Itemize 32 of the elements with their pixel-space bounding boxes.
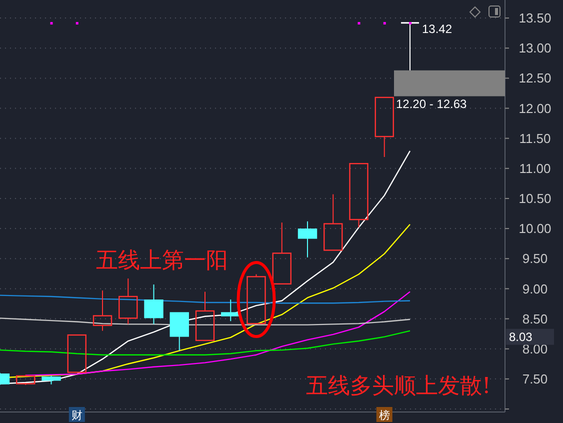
candlestick [374, 96, 394, 158]
annotation: 五线上第一阳 [96, 248, 228, 274]
y-tick-label: 10.50 [518, 191, 552, 206]
y-tick-label: 7.50 [522, 371, 548, 386]
y-tick-label: 8.50 [522, 311, 548, 326]
annotation: 榜 [378, 409, 390, 422]
annotation: 五线多头顺上发散! [306, 374, 491, 399]
y-tick-label: 9.00 [522, 281, 548, 296]
candlestick [298, 220, 318, 258]
annotation: 财 [71, 409, 82, 422]
y-tick-label: 13.50 [518, 10, 552, 26]
annotation: 13.42 [422, 22, 452, 36]
candlestick [221, 299, 240, 322]
line-series [0, 330, 411, 356]
candlestick [144, 284, 164, 325]
line-series [25, 291, 411, 376]
band-label: 12.20 - 12.63 [396, 97, 468, 112]
y-tick-label: 11.00 [519, 160, 551, 176]
candlestick [170, 312, 189, 352]
candlestick [92, 290, 112, 332]
y-tick-label: 9.50 [522, 251, 548, 266]
y-tick-label: 11.50 [519, 130, 551, 146]
y-tick-label: 12.00 [518, 100, 552, 116]
y-tick-label: 12.50 [518, 70, 552, 86]
candlestick [400, 22, 420, 71]
candlestick [195, 291, 215, 342]
y-tick-label: 13.00 [518, 40, 552, 56]
candlestick [272, 222, 292, 284]
y-tick-label: 10.00 [518, 221, 552, 236]
candlestick [324, 194, 343, 251]
candlestick [118, 278, 138, 325]
candlestick [349, 162, 368, 228]
